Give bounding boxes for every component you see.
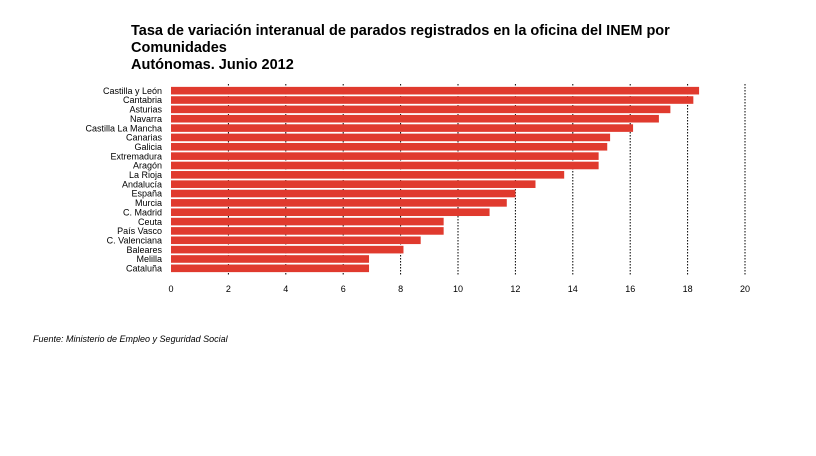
category-label: Melilla [136,254,162,264]
chart-title-line-1: Tasa de variación interanual de parados … [131,23,670,56]
category-label: Canarias [126,133,163,143]
bar [171,245,404,254]
source-note: Fuente: Ministerio de Empleo y Seguridad… [33,334,228,344]
x-tick-label: 6 [341,284,346,294]
bar [171,236,421,245]
category-label: Baleares [126,245,162,255]
category-label: Extremadura [110,151,162,161]
category-label: La Rioja [129,170,162,180]
bar [171,217,444,226]
category-label: Cantabria [123,95,162,105]
category-labels: Castilla y LeónCantabriaAsturiasNavarraC… [85,86,162,274]
category-label: Andalucía [122,179,162,189]
bar [171,124,634,132]
bar [171,189,516,198]
category-label: Asturias [129,105,162,115]
x-tick-label: 0 [168,284,173,294]
bar [171,114,659,123]
chart-title-line-2: Autónomas. Junio 2012 [131,57,294,73]
bars [171,86,700,273]
bar [171,96,694,104]
category-label: Ceuta [138,217,162,227]
chart-title: Tasa de variación interanual de parados … [131,23,751,74]
x-tick-label: 4 [283,284,288,294]
x-tick-label: 18 [683,284,693,294]
x-tick-label: 16 [625,284,635,294]
category-label: Aragón [133,161,162,171]
category-label: Navarra [130,114,162,124]
bar [171,161,599,170]
category-label: Cataluña [126,264,162,274]
category-label: Murcia [135,198,162,208]
category-label: Castilla La Mancha [85,123,162,133]
x-tick-label: 8 [398,284,403,294]
bar [171,86,700,95]
x-tick-label: 14 [568,284,578,294]
bar [171,264,370,273]
bar [171,180,536,188]
x-tick-labels: 0 2 4 6 8 10 12 14 16 18 20 [168,284,750,294]
bar [171,199,507,207]
bar [171,133,611,142]
x-tick-label: 2 [226,284,231,294]
bar [171,105,671,114]
bar [171,142,608,151]
category-label: España [131,189,162,199]
bar [171,227,444,235]
bar [171,208,490,217]
x-tick-label: 20 [740,284,750,294]
x-tick-label: 10 [453,284,463,294]
bar [171,255,370,263]
x-tick-label: 12 [510,284,520,294]
category-label: País Vasco [117,226,162,236]
category-label: Castilla y León [103,86,162,96]
bar [171,171,565,179]
bar [171,152,599,160]
category-label: C. Madrid [123,207,162,217]
category-label: Galicia [134,142,162,152]
category-label: C. Valenciana [107,235,162,245]
